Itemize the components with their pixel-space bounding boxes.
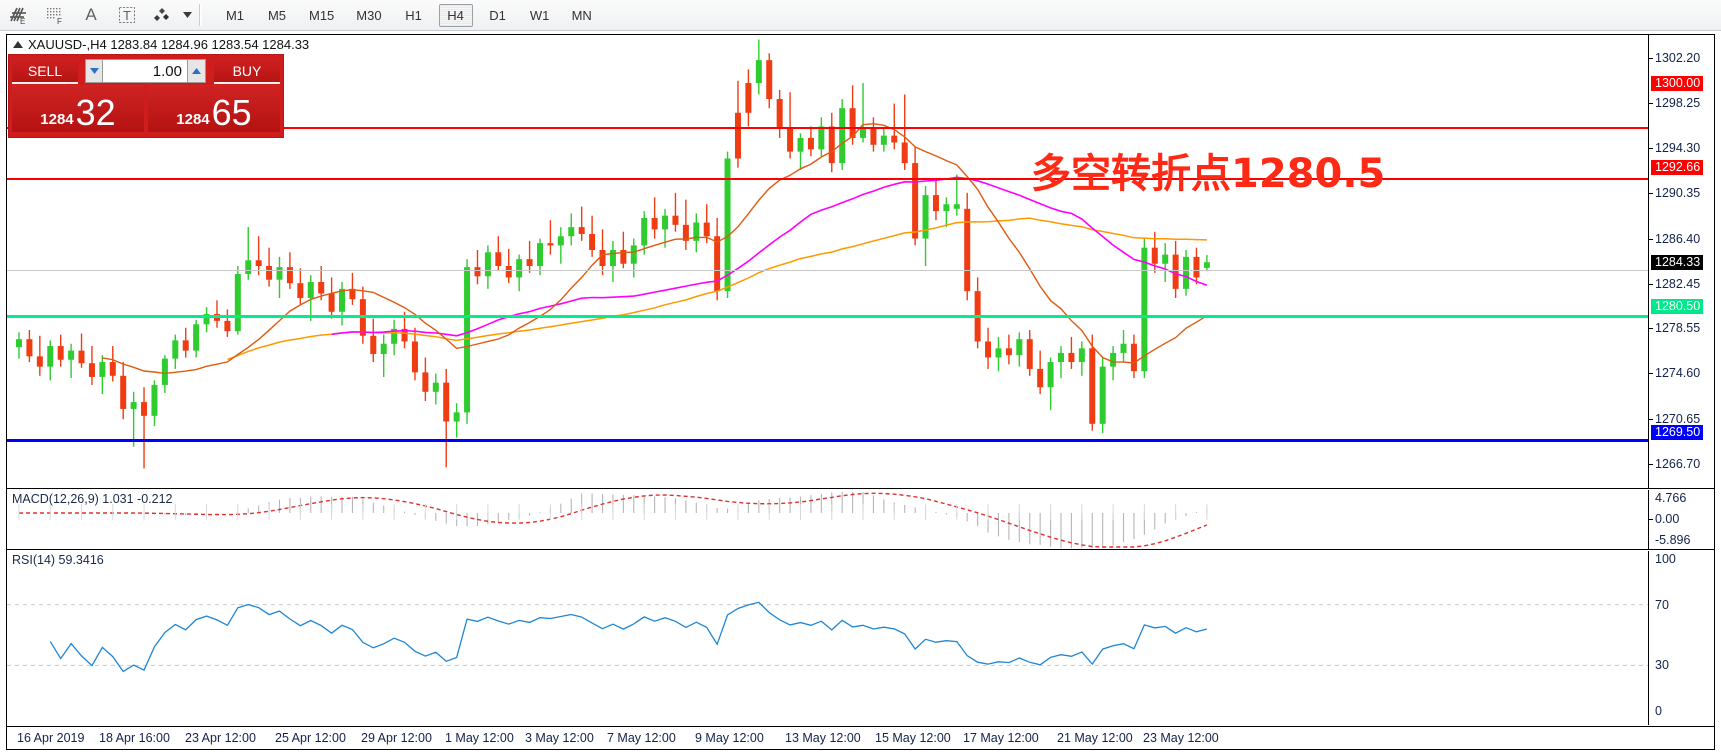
price-badge-1300.00: 1300.00 <box>1651 76 1704 92</box>
price-tick-1290.35: 1290.35 <box>1648 186 1701 201</box>
price-badge-1292.66: 1292.66 <box>1651 159 1704 175</box>
sell-price-prefix: 1284 <box>40 111 74 128</box>
timeframe-button-m30[interactable]: M30 <box>356 7 382 23</box>
time-label-1: 18 Apr 16:00 <box>99 731 170 745</box>
time-label-12: 21 May 12:00 <box>1057 731 1133 745</box>
objects-icon[interactable] <box>146 1 180 29</box>
time-label-4: 29 Apr 12:00 <box>361 731 432 745</box>
rsi-scale: 100 70 30 0 <box>1648 551 1714 725</box>
timeframe-button-m1[interactable]: M1 <box>225 7 245 23</box>
buy-button[interactable]: BUY <box>214 58 280 84</box>
macd-plot <box>18 492 1208 548</box>
time-label-6: 3 May 12:00 <box>525 731 594 745</box>
timeframe-button-w1[interactable]: W1 <box>529 7 550 23</box>
macd-tick-0.00: 0.00 <box>1648 512 1680 526</box>
timeframe-button-m5[interactable]: M5 <box>267 7 287 23</box>
oct-controls-row: SELL 1.00 BUY <box>9 55 283 85</box>
rsi-tick-100: 100 <box>1655 552 1676 566</box>
text-label-icon[interactable]: T <box>110 1 144 29</box>
timeframe-group: M1 M5 M15 M30 H1 H4 D1 W1 MN <box>214 3 603 27</box>
svg-text:T: T <box>123 8 131 23</box>
buy-quote[interactable]: 1284 65 <box>148 85 280 132</box>
rsi-tick-30: 30 <box>1655 658 1669 673</box>
hline-1292-66 <box>7 178 1648 180</box>
price-tick-1282.45: 1282.45 <box>1648 276 1701 291</box>
price-scale[interactable]: 1302.20 1298.25 1294.30 1290.35 1286.40 1282.… <box>1648 35 1714 488</box>
timeframe-button-h4[interactable]: H4 <box>438 3 473 27</box>
price-pane[interactable]: 多空转折点1280.5 1302.20 1298.25 1294.30 1290.35… <box>7 35 1714 489</box>
chart-annotation-text: 多空转折点1280.5 <box>1031 151 1386 197</box>
periodicity-icon[interactable]: F <box>38 1 72 29</box>
buy-price-prefix: 1284 <box>176 111 210 128</box>
symbol-header: XAUUSD-,H4 1283.84 1284.96 1283.54 1284.… <box>13 37 309 52</box>
expand-triangle-icon[interactable] <box>13 41 23 48</box>
time-label-0: 16 Apr 2019 <box>17 731 85 745</box>
rsi-plot <box>7 601 1648 673</box>
rsi-label: RSI(14) 59.3416 <box>12 553 104 567</box>
hline-1280-50 <box>7 315 1648 318</box>
rsi-pane[interactable]: RSI(14) 59.3416 100 70 30 0 <box>7 551 1714 725</box>
oct-quotes-row: 1284 32 1284 65 <box>9 85 283 135</box>
time-label-3: 25 Apr 12:00 <box>275 731 346 745</box>
price-tick-1274.60: 1274.60 <box>1648 366 1701 381</box>
macd-tick--5.896: -5.896 <box>1655 533 1691 547</box>
svg-text:F: F <box>57 17 62 25</box>
rsi-tick-0: 0 <box>1655 704 1662 718</box>
time-label-11: 17 May 12:00 <box>963 731 1039 745</box>
svg-text:E: E <box>20 17 25 25</box>
price-badge-1284.33: 1284.33 <box>1651 255 1704 271</box>
macd-pane[interactable]: MACD(12,26,9) 1.031 -0.212 4.766 0.00 -5.8… <box>7 490 1714 550</box>
time-label-13: 23 May 12:00 <box>1143 731 1219 745</box>
time-label-7: 7 May 12:00 <box>607 731 676 745</box>
price-tick-1270.65: 1270.65 <box>1648 411 1701 426</box>
chart-frame: 多空转折点1280.5 1302.20 1298.25 1294.30 1290.35… <box>6 34 1715 750</box>
price-tick-1278.55: 1278.55 <box>1648 321 1701 336</box>
timeframe-button-d1[interactable]: D1 <box>489 7 506 23</box>
price-badge-1280.50: 1280.50 <box>1651 299 1704 315</box>
buy-price-pips: 65 <box>211 92 252 133</box>
time-label-2: 23 Apr 12:00 <box>185 731 256 745</box>
macd-label: MACD(12,26,9) 1.031 -0.212 <box>12 492 173 506</box>
sell-button[interactable]: SELL <box>12 58 78 84</box>
volume-input[interactable]: 1.00 <box>103 59 188 83</box>
price-tick-1266.70: 1266.70 <box>1648 456 1701 471</box>
timeframe-button-m15[interactable]: M15 <box>309 7 335 23</box>
main-toolbar: E F A <box>0 0 1721 31</box>
hline-current-price <box>7 270 1648 271</box>
time-axis: 16 Apr 2019 18 Apr 16:00 23 Apr 12:00 25 Ap… <box>7 726 1714 749</box>
price-tick-1298.25: 1298.25 <box>1648 96 1701 111</box>
timeframe-button-mn[interactable]: MN <box>571 7 592 23</box>
indicators-icon[interactable]: E <box>2 1 36 29</box>
volume-decrement-button[interactable] <box>85 59 104 83</box>
price-tick-1294.30: 1294.30 <box>1648 141 1701 156</box>
time-label-10: 15 May 12:00 <box>875 731 951 745</box>
sell-quote[interactable]: 1284 32 <box>12 85 144 132</box>
time-label-9: 13 May 12:00 <box>785 731 861 745</box>
price-tick-1286.40: 1286.40 <box>1648 231 1701 246</box>
macd-tick-4.766: 4.766 <box>1655 491 1687 505</box>
volume-increment-button[interactable] <box>187 59 206 83</box>
chevron-down-icon[interactable] <box>180 1 194 29</box>
macd-scale: 4.766 0.00 -5.896 <box>1648 490 1714 549</box>
toolbar-separator-2 <box>199 4 201 26</box>
price-tick-1302.20: 1302.20 <box>1648 50 1701 65</box>
timeframe-button-h1[interactable]: H1 <box>405 7 422 23</box>
hline-1269-50 <box>7 439 1648 442</box>
sell-price-pips: 32 <box>75 92 116 133</box>
price-badge-1269.50: 1269.50 <box>1651 424 1704 440</box>
rsi-tick-70: 70 <box>1655 597 1669 612</box>
hline-1300 <box>7 127 1648 129</box>
time-label-8: 9 May 12:00 <box>695 731 764 745</box>
text-tool-icon[interactable]: A <box>85 5 97 24</box>
symbol-ohlc-text: XAUUSD-,H4 1283.84 1284.96 1283.54 1284.… <box>28 37 310 52</box>
time-label-5: 1 May 12:00 <box>445 731 514 745</box>
one-click-trading-panel: SELL 1.00 BUY 1284 32 1284 65 <box>8 54 284 138</box>
